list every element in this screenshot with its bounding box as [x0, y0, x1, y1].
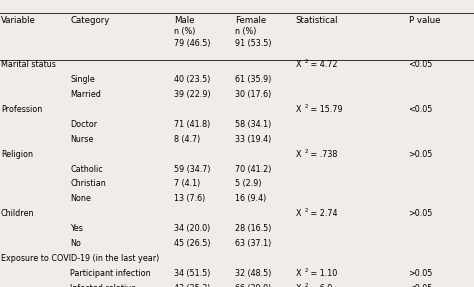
Text: = 1.10: = 1.10: [308, 269, 337, 278]
Text: Religion: Religion: [1, 150, 33, 159]
Text: No: No: [70, 239, 81, 248]
Text: 13 (7.6): 13 (7.6): [174, 194, 206, 203]
Text: Children: Children: [1, 209, 35, 218]
Text: 58 (34.1): 58 (34.1): [235, 120, 271, 129]
Text: <0.05: <0.05: [409, 105, 433, 114]
Text: <0.05: <0.05: [409, 60, 433, 69]
Text: 2: 2: [304, 59, 308, 64]
Text: X: X: [296, 105, 301, 114]
Text: 70 (41.2): 70 (41.2): [235, 164, 272, 174]
Text: X: X: [296, 150, 301, 159]
Text: Catholic: Catholic: [70, 164, 103, 174]
Text: Doctor: Doctor: [70, 120, 97, 129]
Text: 2: 2: [304, 104, 308, 109]
Text: >0.05: >0.05: [409, 209, 433, 218]
Text: 2: 2: [304, 268, 308, 273]
Text: Exposure to COVID-19 (in the last year): Exposure to COVID-19 (in the last year): [1, 254, 159, 263]
Text: Statistical: Statistical: [296, 15, 338, 25]
Text: 34 (51.5): 34 (51.5): [174, 269, 211, 278]
Text: Category: Category: [70, 15, 109, 25]
Text: 33 (19.4): 33 (19.4): [235, 135, 271, 144]
Text: 7 (4.1): 7 (4.1): [174, 179, 201, 189]
Text: 30 (17.6): 30 (17.6): [235, 90, 271, 99]
Text: = 4.72: = 4.72: [308, 60, 337, 69]
Text: 59 (34.7): 59 (34.7): [174, 164, 211, 174]
Text: 8 (4.7): 8 (4.7): [174, 135, 201, 144]
Text: n (%): n (%): [174, 27, 196, 36]
Text: = 2.74: = 2.74: [308, 209, 337, 218]
Text: 32 (48.5): 32 (48.5): [235, 269, 272, 278]
Text: 2: 2: [304, 149, 308, 154]
Text: >0.05: >0.05: [409, 269, 433, 278]
Text: 34 (20.0): 34 (20.0): [174, 224, 210, 233]
Text: Yes: Yes: [70, 224, 83, 233]
Text: X: X: [296, 269, 301, 278]
Text: X: X: [296, 284, 301, 287]
Text: 2: 2: [304, 283, 308, 287]
Text: <0.05: <0.05: [409, 284, 433, 287]
Text: 16 (9.4): 16 (9.4): [235, 194, 266, 203]
Text: 45 (26.5): 45 (26.5): [174, 239, 211, 248]
Text: = .738: = .738: [308, 150, 337, 159]
Text: Married: Married: [70, 90, 101, 99]
Text: 2: 2: [304, 208, 308, 214]
Text: Christian: Christian: [70, 179, 106, 189]
Text: Female: Female: [235, 15, 266, 25]
Text: X: X: [296, 209, 301, 218]
Text: Marital status: Marital status: [1, 60, 56, 69]
Text: Single: Single: [70, 75, 95, 84]
Text: 79 (46.5): 79 (46.5): [174, 38, 211, 48]
Text: X: X: [296, 60, 301, 69]
Text: Profession: Profession: [1, 105, 42, 114]
Text: 91 (53.5): 91 (53.5): [235, 38, 272, 48]
Text: Variable: Variable: [1, 15, 36, 25]
Text: = 15.79: = 15.79: [308, 105, 343, 114]
Text: 28 (16.5): 28 (16.5): [235, 224, 272, 233]
Text: = 6.0: = 6.0: [308, 284, 332, 287]
Text: P value: P value: [409, 15, 440, 25]
Text: n (%): n (%): [235, 27, 256, 36]
Text: Male: Male: [174, 15, 195, 25]
Text: 63 (37.1): 63 (37.1): [235, 239, 271, 248]
Text: Infected relative: Infected relative: [70, 284, 136, 287]
Text: 66 (39.0): 66 (39.0): [235, 284, 271, 287]
Text: Nurse: Nurse: [70, 135, 93, 144]
Text: 71 (41.8): 71 (41.8): [174, 120, 210, 129]
Text: 43 (25.3): 43 (25.3): [174, 284, 211, 287]
Text: 5 (2.9): 5 (2.9): [235, 179, 262, 189]
Text: >0.05: >0.05: [409, 150, 433, 159]
Text: 39 (22.9): 39 (22.9): [174, 90, 211, 99]
Text: Participant infection: Participant infection: [70, 269, 151, 278]
Text: None: None: [70, 194, 91, 203]
Text: 61 (35.9): 61 (35.9): [235, 75, 272, 84]
Text: 40 (23.5): 40 (23.5): [174, 75, 211, 84]
